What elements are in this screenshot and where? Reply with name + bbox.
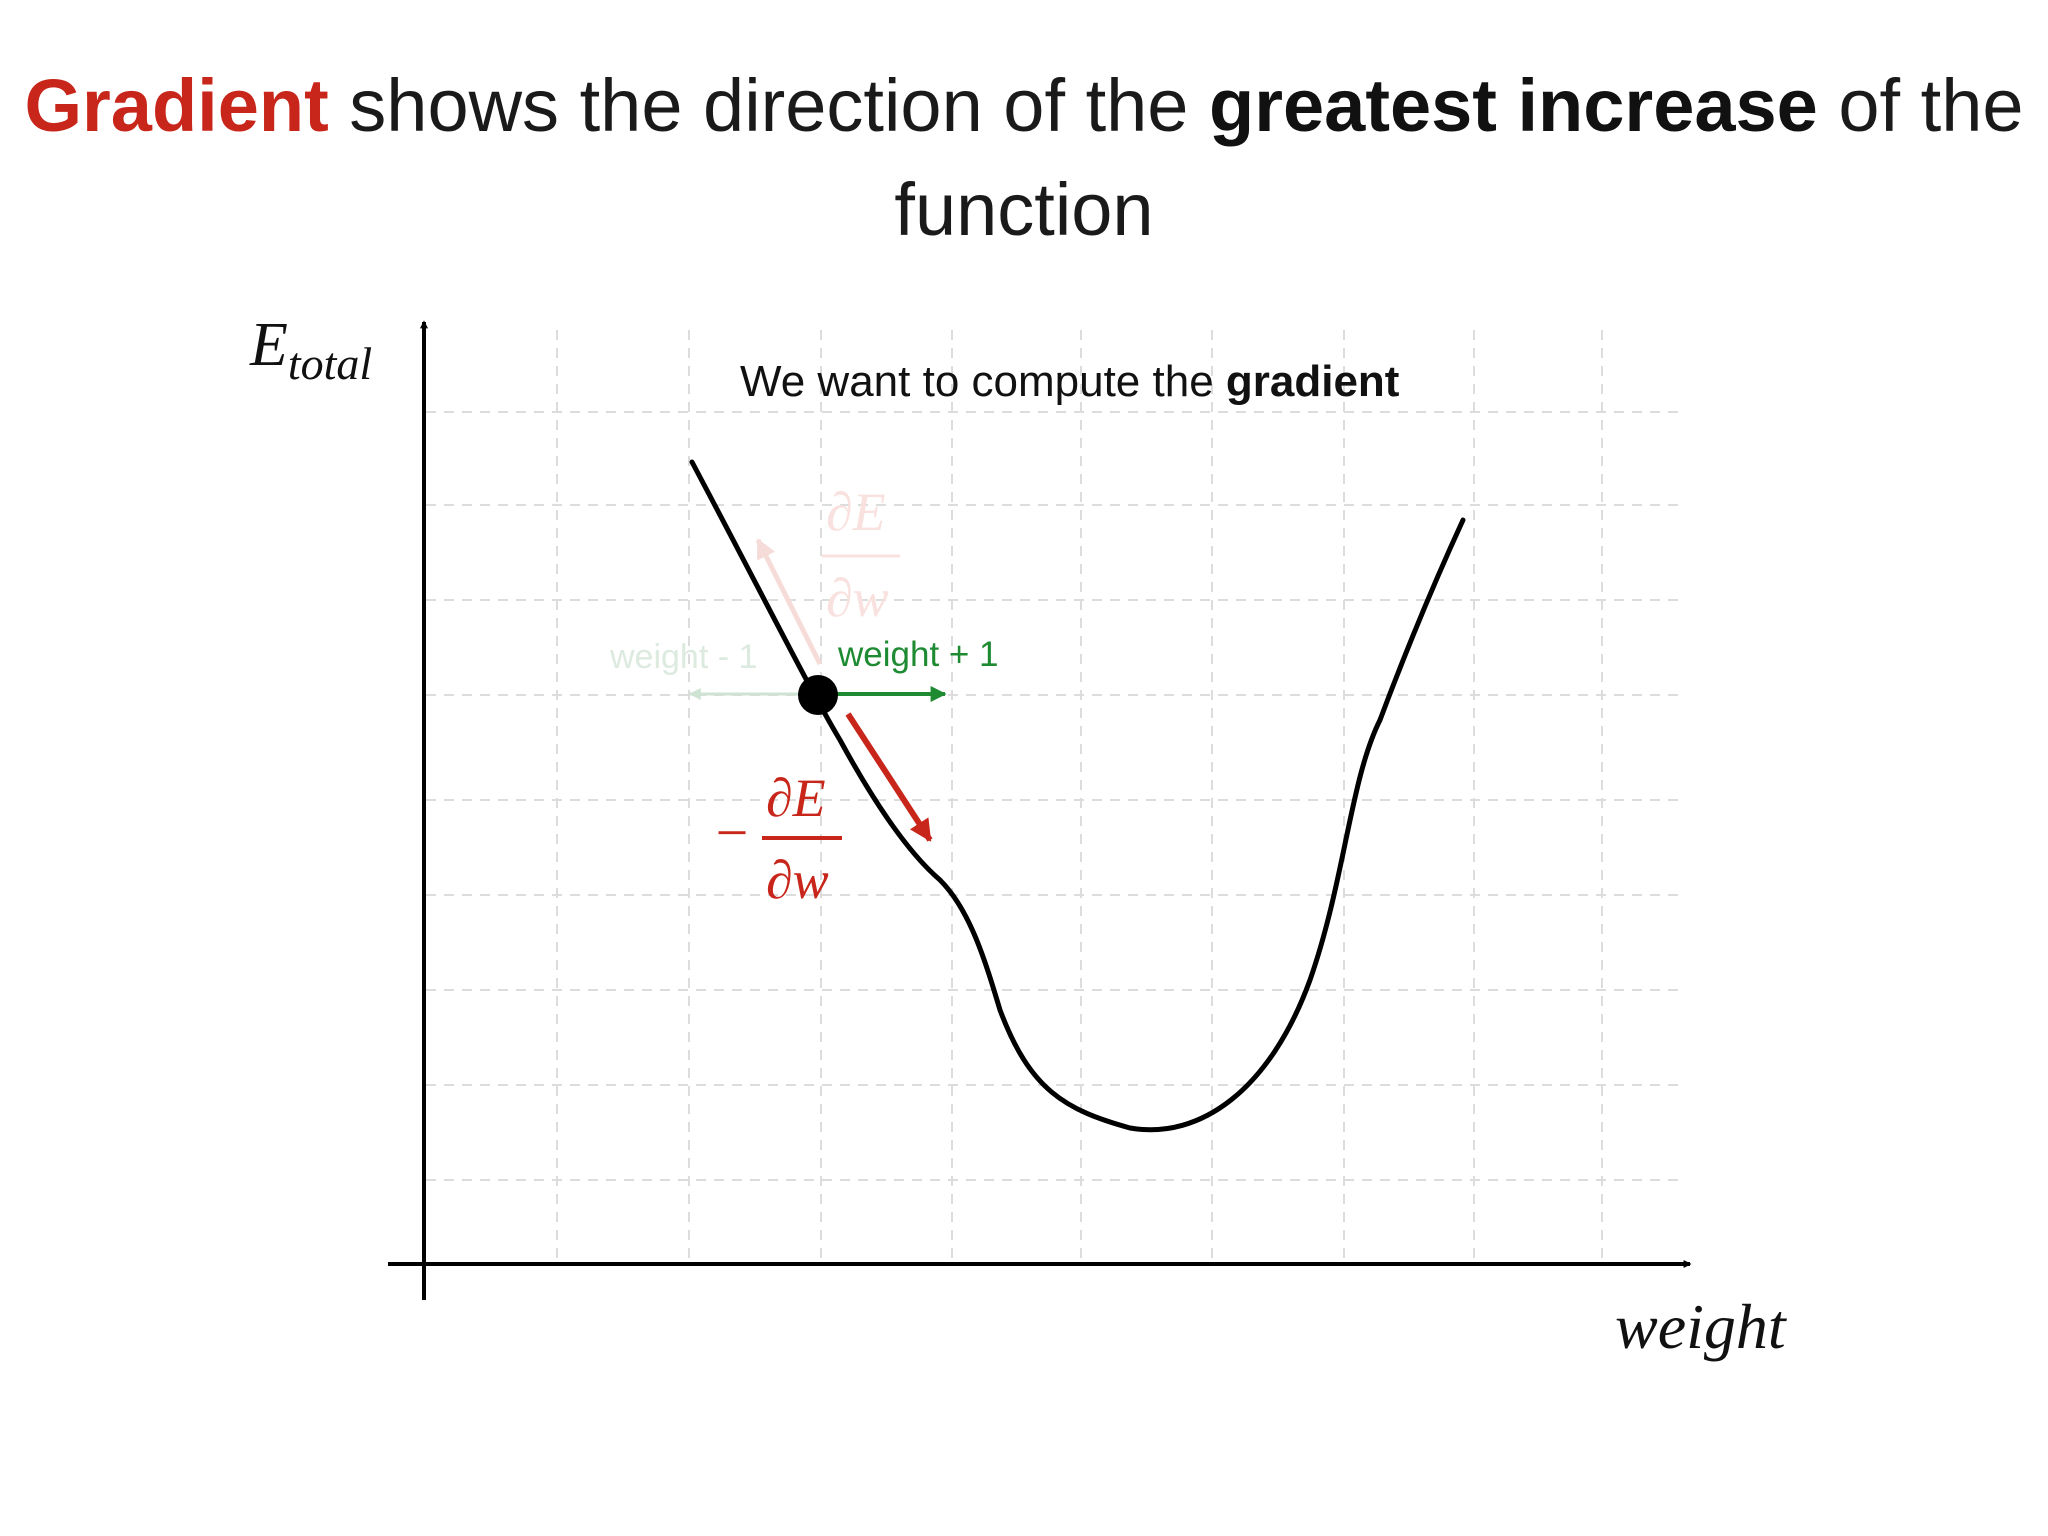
dw-label: ∂w [766, 850, 829, 910]
x-axis-label: weight [1615, 1291, 1788, 1362]
gradient-note-bold: gradient [1226, 357, 1400, 406]
weight-plus-label: weight + 1 [837, 635, 999, 674]
y-axis-label: Etotal [249, 311, 372, 389]
gradient-note: We want to compute the gradient [740, 357, 1400, 406]
grid [426, 330, 1685, 1262]
y-axis-label-subscript: total [288, 338, 372, 389]
minus-sign: − [712, 800, 751, 865]
faint-dE: ∂E [826, 482, 886, 542]
faint-dw: ∂w [826, 568, 889, 628]
dE-label: ∂E [766, 768, 826, 828]
current-weight-point [798, 675, 838, 715]
weight-minus-label: weight - 1 [609, 638, 757, 676]
